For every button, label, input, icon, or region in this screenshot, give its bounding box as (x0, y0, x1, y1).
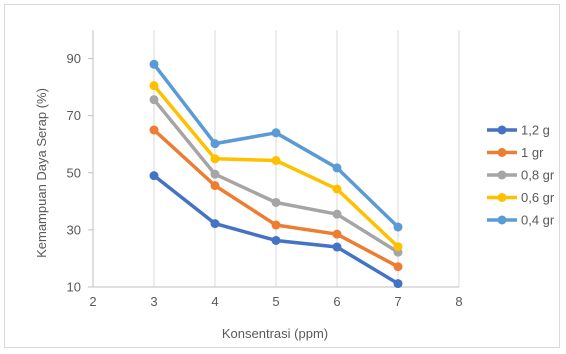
x-tick-label: 3 (150, 294, 157, 309)
data-point (271, 220, 281, 230)
data-point (393, 242, 403, 252)
data-point (332, 209, 342, 219)
y-axis-title: Kemampuan Daya Serap (%) (34, 88, 49, 258)
x-tick-label: 5 (272, 294, 279, 309)
data-point (393, 279, 403, 289)
data-point (332, 184, 342, 194)
data-point (332, 229, 342, 239)
data-point (271, 197, 281, 207)
legend-entry: 0,4 gr (487, 213, 555, 228)
data-point (393, 262, 403, 272)
legend-entry: 0,6 gr (487, 190, 555, 205)
data-point (210, 154, 220, 164)
x-tick-label: 7 (394, 294, 401, 309)
series-1 (149, 171, 403, 289)
data-point (210, 139, 220, 149)
legend: 1,2 g 1 gr 0,8 gr 0,6 gr 0,4 gr (487, 123, 555, 228)
grid-lines (153, 30, 460, 287)
legend-label: 1 gr (521, 145, 544, 160)
series-4 (149, 81, 403, 252)
legend-marker (497, 125, 507, 135)
legend-marker (497, 148, 507, 157)
legend-entry: 1 gr (487, 145, 544, 160)
x-tick-label: 8 (455, 294, 462, 309)
legend-marker (497, 193, 507, 202)
y-tick-label: 90 (67, 51, 81, 66)
data-point (149, 81, 159, 91)
data-point (332, 163, 342, 173)
tick-labels: 10 30 50 70 90 2 3 4 5 6 7 8 (67, 51, 463, 309)
data-point (210, 219, 220, 229)
y-tick-label: 30 (67, 222, 81, 237)
data-point (149, 95, 159, 105)
legend-marker (497, 215, 507, 225)
data-point (210, 181, 220, 191)
legend-label: 0,8 gr (521, 168, 555, 183)
series-5 (149, 59, 403, 232)
data-point (149, 125, 159, 135)
y-tick-label: 10 (67, 280, 81, 295)
data-point (271, 128, 281, 138)
y-tick-label: 70 (67, 108, 81, 123)
y-tick-label: 50 (67, 165, 81, 180)
data-point (271, 235, 281, 245)
x-tick-label: 4 (211, 294, 218, 309)
series-lines (149, 59, 403, 289)
x-tick-label: 2 (89, 294, 96, 309)
series-3 (149, 95, 403, 257)
x-axis-title: Konsentrasi (ppm) (222, 326, 328, 341)
series-2 (149, 125, 403, 272)
legend-entry: 1,2 g (487, 123, 550, 138)
legend-marker (497, 170, 507, 180)
chart-frame (4, 4, 560, 348)
data-point (332, 242, 342, 252)
legend-label: 1,2 g (521, 123, 550, 138)
data-point (393, 222, 403, 232)
data-point (210, 169, 220, 179)
data-point (149, 171, 159, 181)
data-point (149, 59, 159, 69)
legend-label: 0,4 gr (521, 213, 555, 228)
legend-label: 0,6 gr (521, 190, 555, 205)
legend-entry: 0,8 gr (487, 168, 555, 183)
x-tick-label: 6 (333, 294, 340, 309)
data-point (271, 155, 281, 165)
